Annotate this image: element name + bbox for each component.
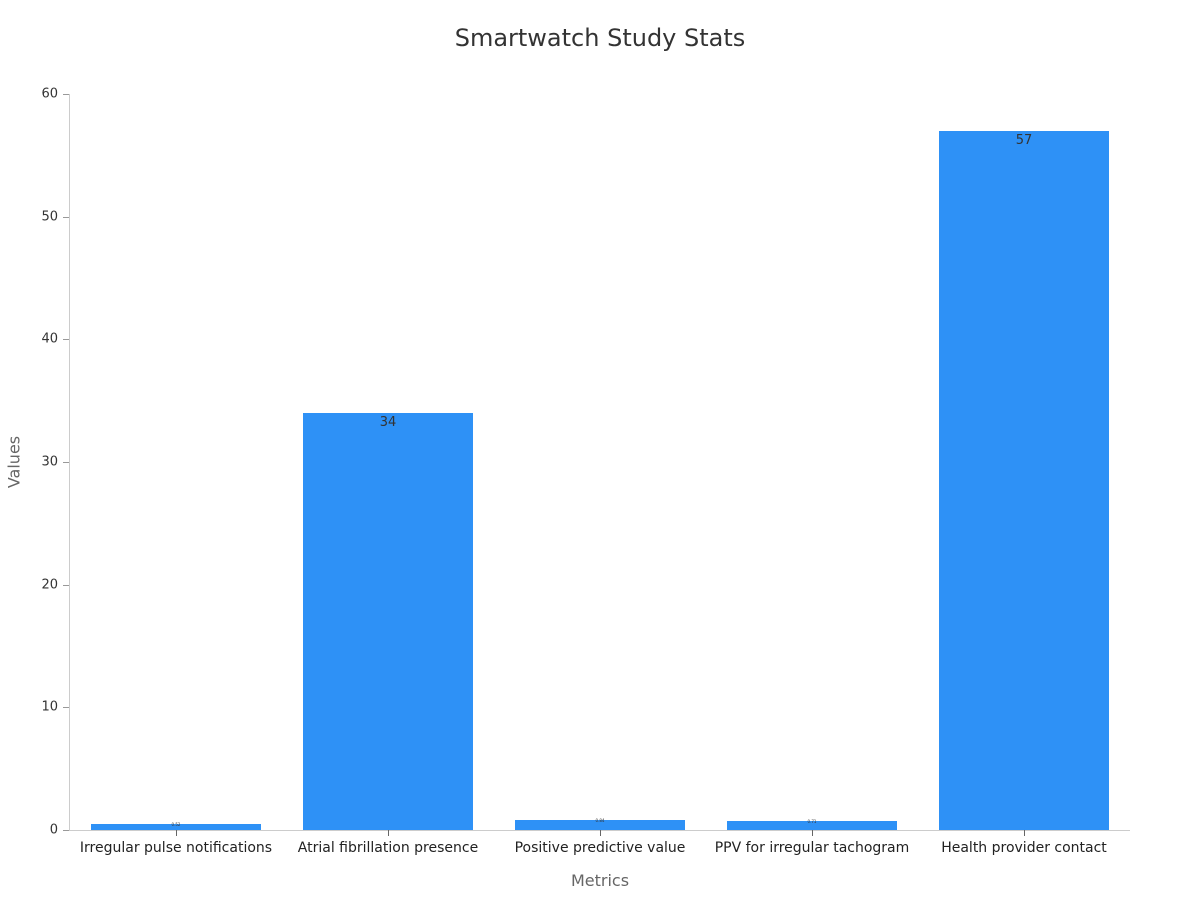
y-tick-label: 60 bbox=[41, 86, 58, 102]
y-tick-mark bbox=[63, 216, 69, 218]
x-tick-label: Positive predictive value bbox=[514, 840, 686, 856]
y-axis-line bbox=[69, 94, 70, 831]
y-tick-mark bbox=[63, 339, 69, 341]
bar-value-label: 57 bbox=[1015, 132, 1033, 148]
x-tick-label: Atrial fibrillation presence bbox=[297, 840, 479, 856]
bar-value-label: 34 bbox=[379, 414, 397, 430]
chart-title: Smartwatch Study Stats bbox=[454, 24, 746, 52]
y-tick-mark bbox=[63, 584, 69, 586]
x-tick-mark bbox=[812, 830, 813, 836]
x-tick-label: Health provider contact bbox=[941, 840, 1107, 856]
y-tick-mark bbox=[63, 707, 69, 709]
x-axis-line bbox=[69, 830, 1130, 831]
y-axis-label: Values bbox=[4, 435, 24, 489]
x-tick-label: Irregular pulse notifications bbox=[79, 840, 273, 856]
bar-value-label: 0.71 bbox=[807, 819, 817, 825]
bar[interactable] bbox=[303, 412, 473, 830]
x-tick-mark bbox=[176, 830, 177, 836]
bar-value-label: 0.84 bbox=[595, 817, 605, 823]
bar[interactable] bbox=[727, 821, 897, 830]
y-tick-label: 10 bbox=[41, 699, 58, 715]
bar-value-label: 0.52 bbox=[171, 821, 181, 827]
y-tick-mark bbox=[63, 830, 69, 831]
x-axis-label: Metrics bbox=[570, 871, 630, 890]
y-tick-mark bbox=[63, 94, 69, 95]
y-tick-label: 40 bbox=[41, 331, 58, 347]
bar[interactable] bbox=[939, 130, 1109, 830]
bar[interactable] bbox=[91, 823, 261, 830]
y-tick-label: 30 bbox=[41, 454, 58, 470]
x-tick-label: PPV for irregular tachogram bbox=[714, 840, 910, 856]
x-tick-mark bbox=[600, 830, 601, 836]
x-tick-mark bbox=[1024, 830, 1025, 836]
bar[interactable] bbox=[515, 819, 685, 830]
y-tick-label: 20 bbox=[41, 577, 58, 593]
y-tick-label: 50 bbox=[41, 209, 58, 225]
x-tick-mark bbox=[388, 830, 389, 836]
y-tick-label: 0 bbox=[49, 822, 58, 838]
y-tick-mark bbox=[63, 462, 69, 463]
